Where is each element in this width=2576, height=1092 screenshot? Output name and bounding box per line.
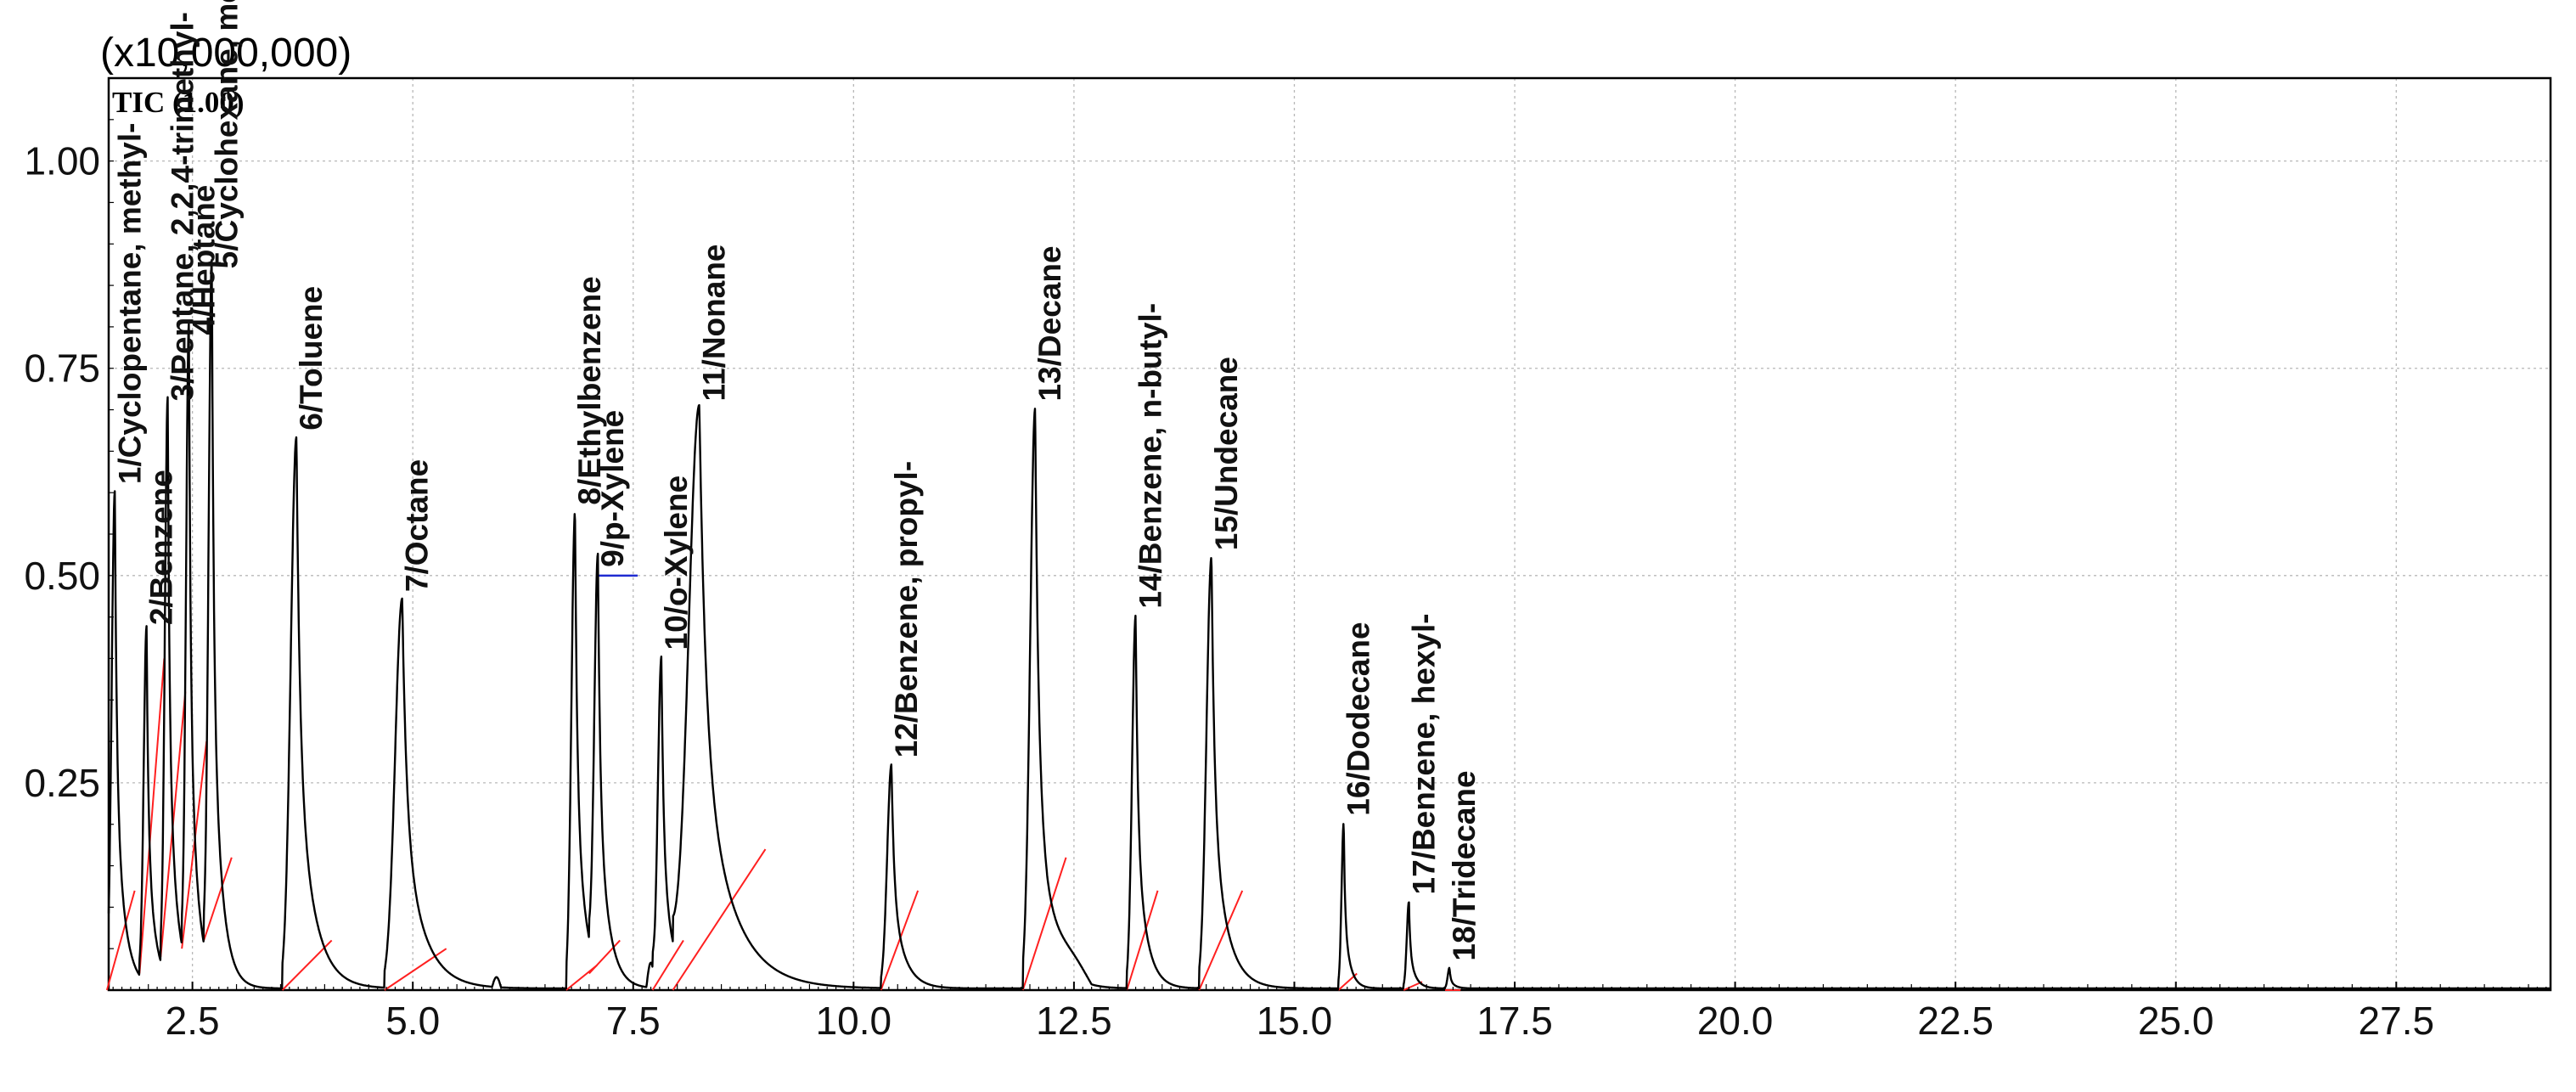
peak-label: 1/Cyclopentane, methyl- <box>112 123 147 485</box>
integration-baseline <box>203 857 233 941</box>
peak-label: 9/p-Xylene <box>595 410 630 567</box>
peak-label: 4/Heptane <box>186 185 221 335</box>
peak-label: 2/Benzene <box>144 470 179 625</box>
peak-label: 16/Dodecane <box>1341 622 1376 815</box>
y-scale-multiplier: (x10,000,000) <box>100 31 352 76</box>
peak-labels: 1/Cyclopentane, methyl-2/Benzene 3/Pentan… <box>112 0 1482 961</box>
peak-label: 5/Cyclohexane, methyl- <box>209 0 244 268</box>
integration-baseline <box>880 890 920 991</box>
y-tick-label: 0.75 <box>24 346 100 391</box>
tic-signal-line <box>107 259 2551 990</box>
peak-label: 6/Toluene <box>294 286 329 431</box>
x-tick-label: 25.0 <box>2138 999 2214 1043</box>
peak-label: 14/Benzene, n-butyl- <box>1133 303 1168 609</box>
peak-label: 10/o-Xylene <box>659 476 694 650</box>
integration-baseline <box>588 939 621 975</box>
chart-title: TIC (1.00) <box>112 86 245 119</box>
x-tick-label: 10.0 <box>816 999 892 1043</box>
integration-baseline <box>1403 981 1423 991</box>
grid <box>109 78 2551 990</box>
signal-trace <box>107 259 2551 990</box>
x-tick-label: 20.0 <box>1697 999 1774 1043</box>
integration-baseline <box>1021 857 1067 991</box>
x-tick-label: 5.0 <box>385 999 440 1043</box>
y-tick-label: 0.25 <box>24 761 100 805</box>
integration-baseline <box>1198 890 1244 991</box>
peak-label: 17/Benzene, hexyl- <box>1406 613 1441 894</box>
plot-frame <box>107 76 2552 992</box>
peak-label: 8/Ethylbenzene <box>572 276 607 504</box>
integration-baseline <box>384 948 447 991</box>
integration-baseline <box>138 658 166 974</box>
peak-label: 18/Tridecane <box>1447 770 1482 960</box>
x-tick-label: 22.5 <box>1917 999 1994 1043</box>
peak-label: 12/Benzene, propyl- <box>889 461 924 758</box>
y-tick-label: 1.00 <box>24 139 100 183</box>
y-tick-label: 0.50 <box>24 554 100 598</box>
peak-label: 15/Undecane <box>1209 357 1244 550</box>
integration-baseline <box>1126 890 1159 991</box>
peak-label: 13/Decane <box>1032 245 1067 401</box>
x-tick-label: 15.0 <box>1257 999 1333 1043</box>
x-tick-label: 2.5 <box>166 999 220 1043</box>
integration-baseline <box>105 890 136 991</box>
x-tick-label: 7.5 <box>606 999 661 1043</box>
peak-label: 7/Octane <box>400 459 435 592</box>
x-tick-label: 17.5 <box>1476 999 1553 1043</box>
integration-baseline <box>181 740 208 949</box>
integration-baselines <box>105 574 1461 991</box>
integration-baseline <box>651 939 684 991</box>
integration-baseline <box>672 848 767 991</box>
peak-label: 11/Nonane <box>697 244 732 401</box>
integration-baseline <box>281 939 333 991</box>
axes: 2.5 5.0 7.5 10.0 12.5 15.0 17.5 20.0 22.5 25.0 27.… <box>24 119 2547 1043</box>
x-tick-label: 27.5 <box>2359 999 2435 1043</box>
x-tick-label: 12.5 <box>1036 999 1112 1043</box>
peak-label: 3/Pentane, 2,2,4-trimethyl- <box>166 12 200 402</box>
